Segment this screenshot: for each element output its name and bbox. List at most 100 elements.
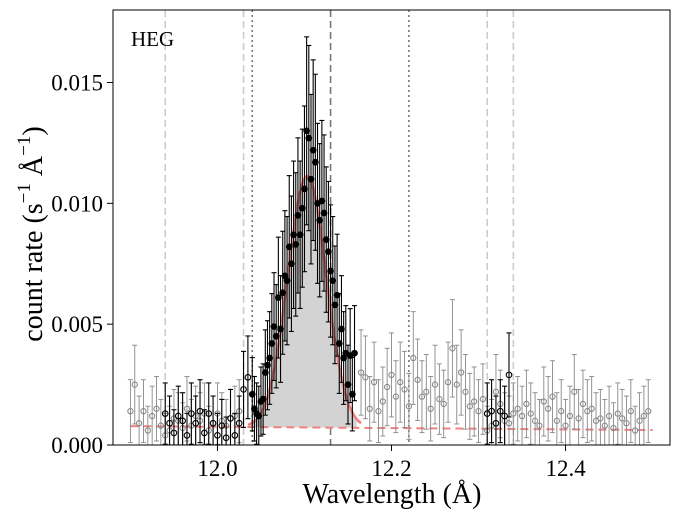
data-point xyxy=(496,407,504,415)
data-point xyxy=(418,393,426,400)
data-point xyxy=(510,410,517,417)
data-point xyxy=(277,325,284,333)
data-point xyxy=(466,403,473,410)
data-point xyxy=(588,405,595,412)
reference-lines xyxy=(164,10,515,445)
data-point xyxy=(414,376,421,383)
line-fill-region xyxy=(252,176,357,428)
series-source-open xyxy=(161,332,513,445)
data-point xyxy=(322,236,330,243)
data-point xyxy=(170,429,178,437)
data-points xyxy=(127,36,652,445)
data-point xyxy=(645,408,652,415)
data-point xyxy=(153,405,160,412)
data-point xyxy=(161,410,169,417)
data-point xyxy=(401,386,408,393)
data-point xyxy=(536,422,543,429)
data-point xyxy=(492,419,500,427)
data-point xyxy=(575,415,582,422)
y-tick-label: 0.005 xyxy=(51,312,103,337)
data-point xyxy=(301,185,308,193)
data-point xyxy=(268,340,276,347)
data-point xyxy=(531,417,539,424)
y-tick-label: 0.010 xyxy=(51,191,103,216)
data-point xyxy=(431,381,439,388)
data-point xyxy=(410,354,417,362)
data-point xyxy=(290,231,297,239)
data-point xyxy=(614,410,621,417)
data-point xyxy=(440,400,447,408)
data-point xyxy=(457,369,465,376)
data-point xyxy=(562,422,569,429)
data-point xyxy=(157,422,165,429)
data-point xyxy=(338,325,345,333)
x-tick-label: 12.4 xyxy=(545,456,586,481)
data-point xyxy=(235,419,243,427)
data-point xyxy=(444,379,452,386)
data-point xyxy=(462,388,469,395)
y-label-sup2: −1 xyxy=(14,136,35,156)
data-point xyxy=(227,415,234,422)
data-point xyxy=(272,332,280,340)
data-point xyxy=(375,408,382,415)
data-point xyxy=(605,412,613,420)
data-point xyxy=(566,412,574,420)
y-label-mid: Å xyxy=(18,155,49,183)
data-point xyxy=(248,390,256,398)
data-point xyxy=(292,241,300,248)
data-point xyxy=(436,395,443,403)
data-point xyxy=(518,412,526,420)
data-point xyxy=(285,243,293,251)
data-point xyxy=(479,395,487,403)
y-tick-label: 0.015 xyxy=(51,71,103,96)
data-point xyxy=(275,294,282,301)
data-point xyxy=(640,412,648,420)
data-point xyxy=(527,410,534,417)
y-label-sup1: −1 xyxy=(14,183,35,203)
data-point xyxy=(383,383,391,391)
data-point xyxy=(618,415,626,422)
data-point xyxy=(427,405,434,412)
data-point xyxy=(325,248,332,256)
data-point xyxy=(505,371,513,379)
data-point xyxy=(309,146,317,154)
data-point xyxy=(348,390,356,398)
data-point xyxy=(318,197,326,205)
data-point xyxy=(259,395,267,403)
data-point xyxy=(505,420,513,427)
data-point xyxy=(553,417,561,424)
data-point xyxy=(545,405,552,412)
data-point xyxy=(597,415,604,422)
data-point xyxy=(571,388,578,395)
data-point xyxy=(329,277,337,285)
data-point xyxy=(366,405,373,412)
data-point xyxy=(453,381,460,388)
data-point xyxy=(149,412,156,420)
data-point xyxy=(311,158,319,166)
data-point xyxy=(610,424,617,432)
data-point xyxy=(316,216,324,224)
data-point xyxy=(144,427,151,434)
series-source-filled xyxy=(248,36,358,445)
data-point xyxy=(632,427,639,434)
data-point xyxy=(488,407,495,415)
data-point xyxy=(201,429,208,437)
data-point xyxy=(357,369,365,376)
data-point xyxy=(370,379,378,386)
panel-label: HEG xyxy=(131,27,174,51)
axis-ticks: 12.0 12.2 12.4 0.000 0.005 0.010 0.015 xyxy=(51,71,586,482)
data-point xyxy=(255,412,263,420)
data-point xyxy=(397,379,404,386)
data-point xyxy=(140,408,147,415)
data-point xyxy=(240,386,247,393)
data-point xyxy=(209,419,217,427)
data-point xyxy=(192,419,200,427)
data-point xyxy=(183,405,191,412)
data-point xyxy=(501,412,508,420)
data-point xyxy=(179,417,186,425)
data-point xyxy=(244,373,252,381)
data-point xyxy=(388,371,395,379)
data-point xyxy=(218,422,226,430)
data-point xyxy=(475,408,482,415)
